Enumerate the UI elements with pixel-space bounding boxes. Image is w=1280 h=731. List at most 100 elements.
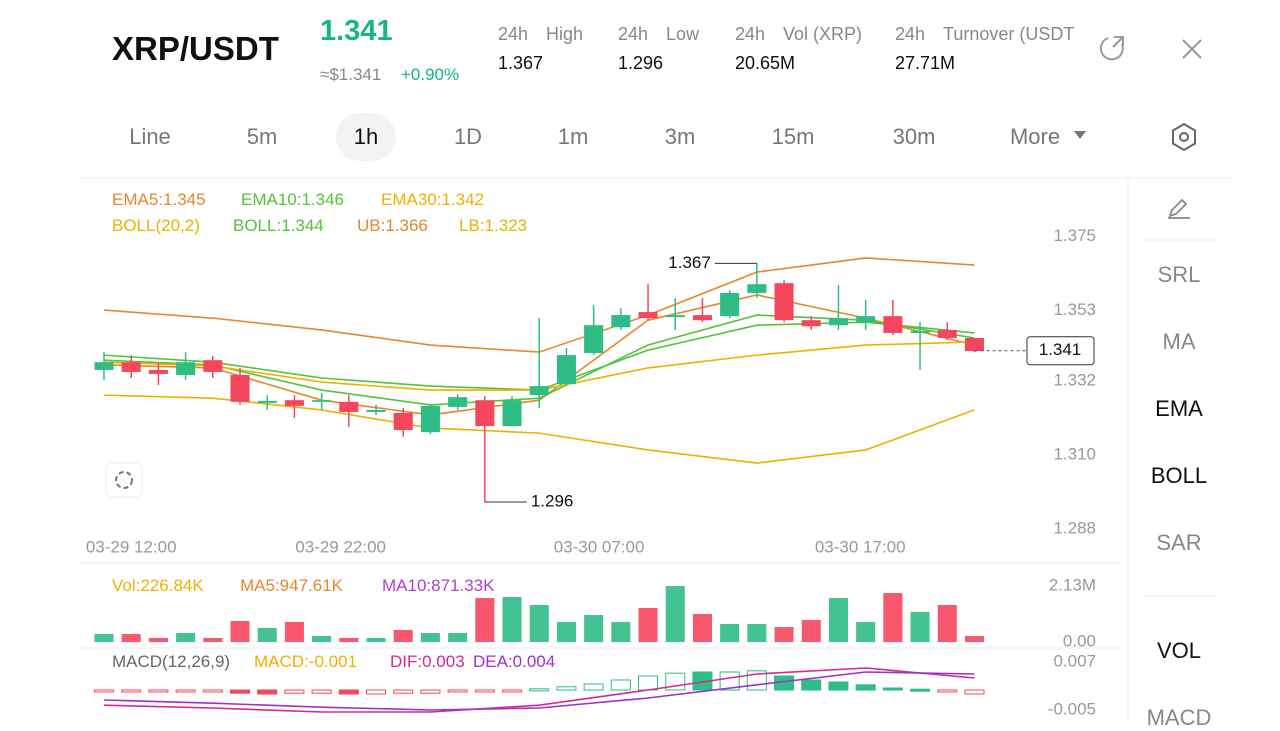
volume-bar	[148, 638, 168, 642]
candle-body	[774, 283, 794, 321]
share-icon[interactable]	[1099, 36, 1124, 61]
stat-label: Vol (XRP)	[783, 24, 863, 44]
y-tick-label: 0.00	[1063, 631, 1096, 650]
indicator-line	[103, 671, 975, 711]
pair-title: XRP/USDT	[112, 30, 279, 67]
macd-bar	[93, 689, 115, 693]
candle-body	[475, 400, 495, 427]
candle-body	[584, 325, 604, 354]
tab[interactable]: 30m	[892, 124, 936, 149]
tab[interactable]: 5m	[246, 124, 278, 149]
toggle-icon[interactable]	[105, 462, 143, 498]
tab[interactable]: 1m	[557, 124, 589, 149]
candle-body	[257, 400, 277, 403]
macd-bar	[257, 689, 278, 695]
y-tick-label: 1.310	[1053, 444, 1096, 463]
candle-body	[910, 330, 930, 333]
macd-bar	[393, 689, 414, 694]
last-price: 1.341	[320, 15, 393, 47]
macd-bar	[311, 689, 332, 694]
candle-body	[556, 355, 576, 385]
y-tick-label: 0.007	[1053, 651, 1096, 670]
macd-bar	[202, 689, 223, 693]
volume-bar	[665, 586, 685, 642]
volume-bar	[883, 593, 903, 642]
tab[interactable]: 1D	[453, 124, 483, 149]
tab[interactable]: Line	[129, 124, 171, 149]
indicator-label: EMA5:1.345	[112, 190, 206, 209]
candle-body	[312, 400, 332, 402]
y-tick-label: -0.005	[1048, 699, 1096, 718]
annotation: 1.296	[531, 492, 574, 511]
indicator-label: EMA10:1.346	[241, 190, 345, 209]
volume-bar	[774, 627, 794, 642]
macd-bar	[284, 689, 305, 694]
volume-bar	[366, 638, 386, 642]
tab[interactable]: 1h	[336, 113, 396, 161]
indicator-label: MA10:871.33K	[382, 576, 495, 595]
macd-bar	[420, 689, 441, 694]
y-tick-label: 2.13M	[1049, 575, 1096, 594]
macd-bar	[910, 688, 931, 692]
close-icon[interactable]	[1182, 39, 1202, 59]
tool[interactable]: BOLL	[1150, 463, 1208, 488]
tool[interactable]: VOL	[1156, 638, 1202, 663]
indicator-label: Vol:226.84K	[112, 576, 204, 595]
macd-bar	[175, 689, 196, 693]
indicator-label: MACD(12,26,9)	[112, 652, 231, 671]
volume-bar	[94, 634, 114, 642]
indicator-label: DEA:0.004	[473, 652, 556, 671]
y-tick-label: 1.353	[1053, 300, 1096, 319]
volume-bar	[937, 605, 957, 642]
x-tick-label: 03-30 17:00	[815, 537, 906, 556]
volume-bar	[910, 612, 930, 642]
candle-body	[937, 329, 957, 338]
candle-body	[148, 369, 168, 374]
tab[interactable]: 15m	[771, 124, 815, 149]
macd-bar	[855, 684, 876, 691]
tab[interactable]: More	[1009, 124, 1061, 149]
tool[interactable]: MA	[1162, 329, 1196, 354]
tool[interactable]: EMA	[1155, 396, 1203, 421]
tab[interactable]: 3m	[664, 124, 696, 149]
volume-bar	[801, 620, 821, 642]
indicator-label: EMA30:1.342	[381, 190, 485, 209]
settings-icon[interactable]	[1172, 122, 1196, 152]
macd-bar	[121, 689, 142, 693]
volume-bar	[448, 633, 468, 642]
stat-value: 1.296	[618, 53, 664, 73]
volume-bar	[502, 597, 522, 642]
macd-bar	[964, 689, 985, 695]
x-tick-label: 03-29 12:00	[86, 537, 177, 556]
candle-body	[720, 292, 740, 317]
stat-label: Low	[666, 24, 700, 44]
candle-body	[828, 318, 848, 326]
volume-bar	[176, 633, 196, 642]
annotation: 1.367	[668, 253, 711, 272]
macd-bar	[474, 689, 495, 693]
macd-bar	[529, 688, 550, 692]
tool[interactable]: SAR	[1156, 530, 1202, 555]
change: +0.90%	[401, 65, 460, 84]
candle-body	[94, 362, 114, 370]
stat-label: Turnover (USDT	[943, 24, 1075, 44]
candle-body	[448, 397, 468, 407]
stat-period: 24h	[498, 24, 529, 44]
tool[interactable]: SRL	[1157, 262, 1201, 287]
volume-bar	[121, 634, 141, 642]
stat-label: High	[546, 24, 584, 44]
volume-bar	[529, 605, 549, 642]
volume-bar	[339, 638, 359, 642]
volume-bar	[284, 622, 304, 642]
indicator-label: BOLL(20,2)	[112, 216, 200, 235]
candle-body	[692, 315, 712, 321]
stat-value: 20.65M	[735, 53, 796, 73]
volume-bar	[638, 608, 658, 642]
volume-bar	[475, 598, 495, 642]
edit-icon[interactable]	[1168, 198, 1190, 219]
candle-body	[856, 316, 876, 323]
macd-bar	[638, 675, 659, 691]
indicator-label: MACD:-0.001	[254, 652, 357, 671]
candle-body	[176, 362, 196, 375]
